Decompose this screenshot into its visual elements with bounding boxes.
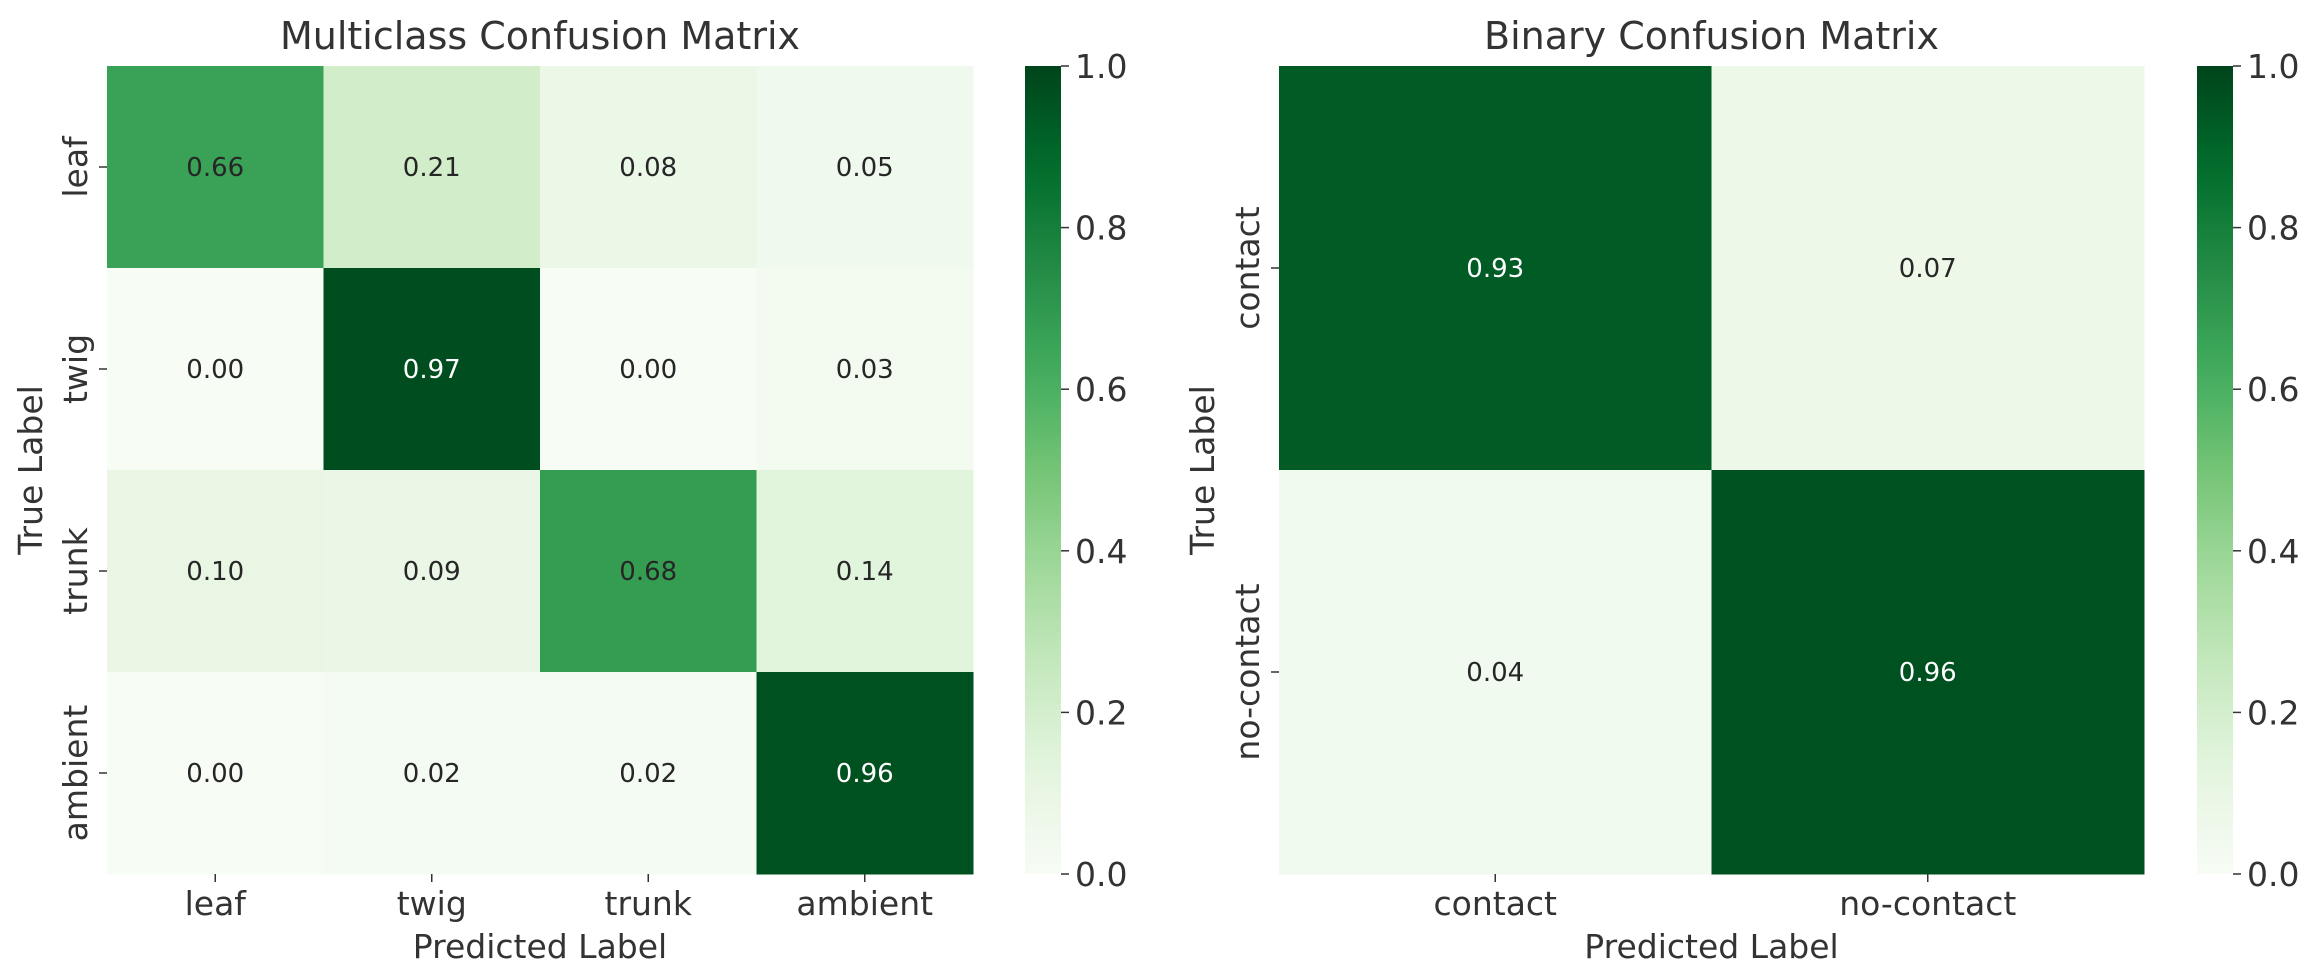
- cell-value-label: 0.08: [619, 153, 677, 183]
- heatmap-cell: [1279, 470, 1712, 875]
- heatmap-cell: [756, 470, 974, 673]
- cell-value-label: 0.14: [836, 557, 894, 587]
- y-axis-label: True Label: [1183, 385, 1222, 556]
- heatmap-cell: [323, 672, 541, 875]
- cell-value-label: 0.00: [619, 355, 677, 385]
- cell-value-label: 0.96: [1899, 658, 1957, 688]
- cell-value-label: 0.68: [619, 557, 677, 587]
- cell-value-label: 0.07: [1899, 254, 1957, 284]
- heatmap-cell: [107, 470, 324, 673]
- colorbar-tick-label: 0.4: [1075, 532, 1127, 571]
- colorbar: [2197, 66, 2233, 874]
- colorbar-tick-label: 0.6: [2247, 370, 2299, 409]
- cell-value-label: 0.00: [186, 759, 244, 789]
- cell-value-label: 0.03: [836, 355, 894, 385]
- heatmap-cell: [1711, 66, 2145, 471]
- cell-value-label: 0.05: [836, 153, 894, 183]
- cell-value-label: 0.02: [619, 759, 677, 789]
- colorbar-tick-label: 0.2: [1075, 693, 1127, 732]
- chart-title: Multiclass Confusion Matrix: [280, 14, 800, 58]
- x-tick-label: twig: [397, 884, 467, 923]
- y-tick-label: ambient: [56, 705, 95, 842]
- colorbar-tick-label: 0.6: [1075, 370, 1127, 409]
- y-tick-label: twig: [56, 334, 95, 404]
- y-tick-label: no-contact: [1228, 583, 1267, 760]
- x-axis-label: Predicted Label: [413, 927, 667, 966]
- colorbar-tick-label: 0.2: [2247, 693, 2299, 732]
- x-tick-label: contact: [1434, 884, 1558, 923]
- x-tick-label: leaf: [185, 884, 248, 923]
- heatmap-cell: [107, 66, 324, 269]
- cell-value-label: 0.00: [186, 355, 244, 385]
- x-tick-label: no-contact: [1839, 884, 2016, 923]
- heatmap-panel-2: 0.93 0.07 0.04 0.96 Binary Confusion Matrix c…: [1183, 14, 2299, 966]
- heatmap-cell: [540, 672, 757, 875]
- y-axis-label: True Label: [11, 385, 50, 556]
- cell-value-label: 0.97: [403, 355, 461, 385]
- cell-value-label: 0.66: [186, 153, 244, 183]
- heatmap-cell: [756, 66, 974, 269]
- heatmap-cell: [107, 672, 324, 875]
- heatmap-cell: [756, 672, 974, 875]
- cell-value-label: 0.96: [836, 759, 894, 789]
- chart-title: Binary Confusion Matrix: [1484, 14, 1939, 58]
- cell-value-label: 0.09: [403, 557, 461, 587]
- colorbar-tick-label: 0.0: [1075, 855, 1127, 894]
- x-tick-label: ambient: [796, 884, 933, 923]
- cell-value-label: 0.93: [1466, 254, 1524, 284]
- colorbar-tick-label: 1.0: [1075, 47, 1127, 86]
- colorbar-tick-label: 0.8: [1075, 209, 1127, 248]
- x-tick-label: trunk: [605, 884, 693, 923]
- colorbar-tick-label: 0.8: [2247, 209, 2299, 248]
- heatmap-cell: [540, 470, 757, 673]
- colorbar: [1025, 66, 1061, 874]
- heatmap-cell: [323, 268, 541, 471]
- colorbar-tick-label: 1.0: [2247, 47, 2299, 86]
- heatmap-cell: [107, 268, 324, 471]
- heatmap-cell: [756, 268, 974, 471]
- heatmap-cell: [540, 66, 757, 269]
- y-tick-label: trunk: [56, 526, 95, 614]
- cell-value-label: 0.21: [403, 153, 461, 183]
- heatmap-cell: [323, 470, 541, 673]
- heatmap-cell: [1279, 66, 1712, 471]
- colorbar-tick-label: 0.0: [2247, 855, 2299, 894]
- cell-value-label: 0.10: [186, 557, 244, 587]
- heatmap-panel-1: 0.66 0.21 0.08 0.05 0.00 0.97 0.00 0.03 0.10 0.09…: [11, 14, 1127, 966]
- x-axis-label: Predicted Label: [1584, 927, 1838, 966]
- y-tick-label: contact: [1228, 206, 1267, 330]
- heatmap-cell: [1711, 470, 2145, 875]
- heatmap-cell: [323, 66, 541, 269]
- y-tick-label: leaf: [56, 135, 95, 198]
- heatmap-cell: [540, 268, 757, 471]
- cell-value-label: 0.04: [1466, 658, 1524, 688]
- cell-value-label: 0.02: [403, 759, 461, 789]
- colorbar-tick-label: 0.4: [2247, 532, 2299, 571]
